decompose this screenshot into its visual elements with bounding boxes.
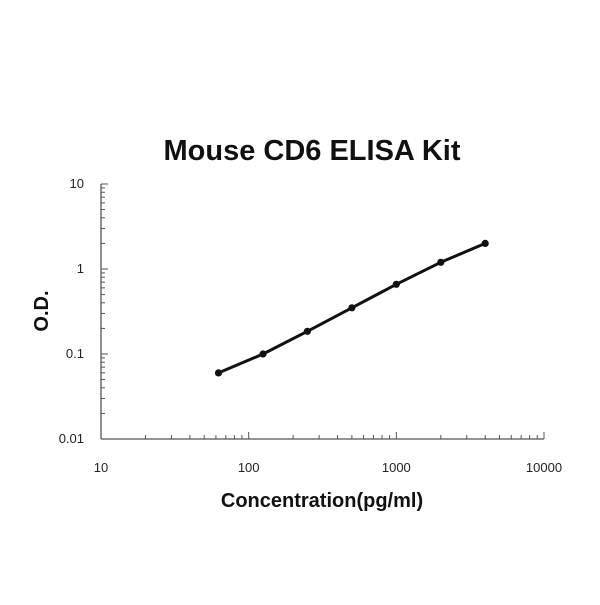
y-tick-label: 0.01 (59, 431, 84, 446)
x-tick-label: 100 (238, 460, 260, 475)
data-point (348, 304, 356, 312)
x-tick-label: 10 (94, 460, 108, 475)
data-point (481, 239, 489, 247)
data-series (214, 239, 489, 377)
data-point (214, 369, 223, 377)
data-point (259, 350, 267, 358)
x-tick-label: 1000 (382, 460, 411, 475)
y-tick-label: 1 (77, 261, 84, 276)
data-point (303, 327, 311, 335)
data-point (437, 258, 445, 266)
x-axis-label: Concentration(pg/ml) (221, 490, 423, 512)
x-tick-label: 10000 (526, 460, 562, 475)
axes: 10 100 1000 10000 0.01 0.1 1 10 (59, 176, 562, 475)
y-axis-label: O.D. (31, 290, 53, 331)
chart-title: Mouse CD6 ELISA Kit (163, 135, 460, 167)
y-tick-label: 10 (70, 176, 84, 191)
data-point (392, 280, 400, 288)
y-tick-label: 0.1 (66, 346, 84, 361)
